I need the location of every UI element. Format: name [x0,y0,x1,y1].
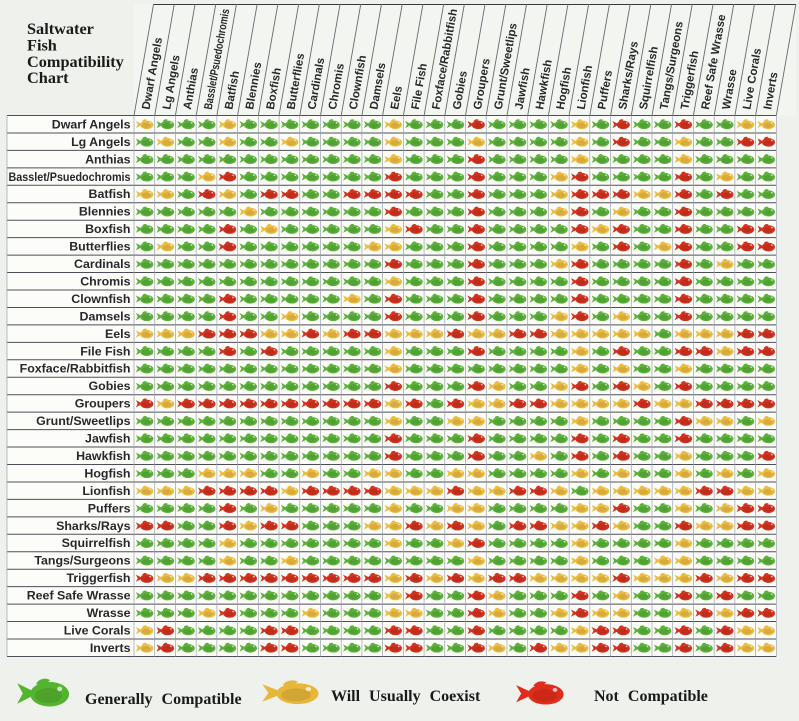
svg-text:File Fish: File Fish [80,344,130,358]
svg-text:Will Usually Coexist: Will Usually Coexist [331,688,481,705]
svg-text:Foxface/Rabbitfish: Foxface/Rabbitfish [20,362,131,376]
svg-text:Lionfish: Lionfish [82,484,130,498]
svg-text:Clownfish: Clownfish [71,292,130,306]
svg-text:Damsels: Damsels [80,309,131,323]
svg-text:Basslet/Psuedochromis: Basslet/Psuedochromis [9,170,131,184]
svg-text:Gobies: Gobies [89,379,131,393]
svg-text:Hawkfish: Hawkfish [76,449,130,463]
svg-text:Boxfish: Boxfish [85,222,130,236]
svg-text:Anthias: Anthias [85,152,131,166]
svg-text:Puffers: Puffers [88,501,131,515]
svg-text:Live Corals: Live Corals [64,624,131,638]
svg-text:Hogfish: Hogfish [84,466,130,480]
svg-text:Lg Angels: Lg Angels [71,135,131,149]
svg-text:Dwarf Angels: Dwarf Angels [52,117,131,131]
svg-text:Butterflies: Butterflies [69,240,130,254]
svg-text:Not Compatible: Not Compatible [594,688,708,705]
svg-text:Grunt/Sweetlips: Grunt/Sweetlips [36,414,130,428]
svg-text:Triggerfish: Triggerfish [66,571,130,585]
svg-text:Eels: Eels [389,85,405,110]
svg-text:Wrasse: Wrasse [87,606,131,620]
svg-text:Eels: Eels [105,327,131,341]
svg-text:Chromis: Chromis [80,275,130,289]
svg-text:Generally Compatible: Generally Compatible [85,691,242,708]
svg-text:Batfish: Batfish [89,187,131,201]
svg-text:Saltwater: Saltwater [27,19,94,38]
svg-text:Squirrelfish: Squirrelfish [62,536,131,550]
svg-text:Jawfish: Jawfish [85,432,130,446]
svg-text:Groupers: Groupers [75,397,131,411]
svg-text:Sharks/Rays: Sharks/Rays [56,519,131,533]
svg-text:Compatibility: Compatibility [27,52,124,71]
svg-text:Blennies: Blennies [79,205,131,219]
svg-text:Chart: Chart [27,68,69,87]
svg-text:Tangs/Surgeons: Tangs/Surgeons [34,554,130,568]
svg-text:Fish: Fish [27,35,57,54]
svg-text:Reef Safe Wrasse: Reef Safe Wrasse [27,589,131,603]
svg-text:Inverts: Inverts [90,641,131,655]
svg-text:Cardinals: Cardinals [74,257,131,271]
